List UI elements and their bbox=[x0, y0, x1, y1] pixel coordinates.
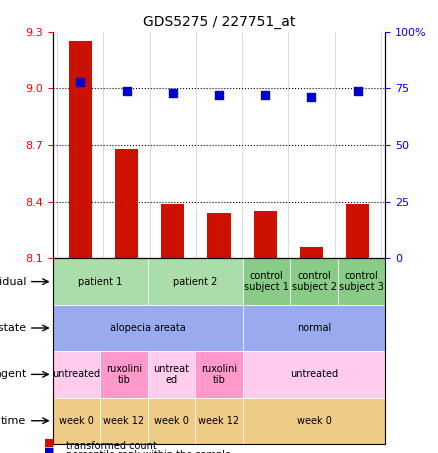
FancyBboxPatch shape bbox=[148, 351, 195, 398]
Text: normal: normal bbox=[297, 323, 331, 333]
Text: agent: agent bbox=[0, 369, 26, 379]
FancyBboxPatch shape bbox=[53, 398, 100, 444]
Bar bbox=[254, 211, 277, 258]
Text: individual: individual bbox=[0, 277, 26, 287]
Point bbox=[169, 89, 176, 96]
Text: untreated: untreated bbox=[290, 369, 338, 379]
Text: ruxolini
tib: ruxolini tib bbox=[106, 364, 142, 385]
Text: patient 2: patient 2 bbox=[173, 277, 217, 287]
Text: week 12: week 12 bbox=[103, 416, 145, 426]
FancyBboxPatch shape bbox=[53, 258, 148, 305]
Text: week 12: week 12 bbox=[198, 416, 240, 426]
FancyBboxPatch shape bbox=[100, 351, 148, 398]
FancyBboxPatch shape bbox=[243, 351, 385, 398]
Point bbox=[354, 87, 361, 94]
FancyBboxPatch shape bbox=[100, 398, 148, 444]
Point bbox=[308, 94, 315, 101]
Bar bbox=[115, 149, 138, 258]
Bar bbox=[208, 213, 230, 258]
Title: GDS5275 / 227751_at: GDS5275 / 227751_at bbox=[143, 15, 295, 29]
Text: percentile rank within the sample: percentile rank within the sample bbox=[66, 450, 231, 453]
FancyBboxPatch shape bbox=[148, 398, 195, 444]
Text: transformed count: transformed count bbox=[66, 441, 156, 451]
Bar bbox=[346, 204, 369, 258]
Point bbox=[77, 78, 84, 85]
FancyBboxPatch shape bbox=[53, 305, 243, 351]
FancyBboxPatch shape bbox=[290, 258, 338, 305]
FancyBboxPatch shape bbox=[243, 258, 290, 305]
Text: control
subject 3: control subject 3 bbox=[339, 271, 384, 293]
Text: week 0: week 0 bbox=[59, 416, 94, 426]
Text: untreat
ed: untreat ed bbox=[153, 364, 190, 385]
Text: ■: ■ bbox=[44, 438, 54, 448]
Text: untreated: untreated bbox=[52, 369, 100, 379]
Point bbox=[123, 87, 130, 94]
Text: time: time bbox=[1, 416, 26, 426]
Text: week 0: week 0 bbox=[297, 416, 332, 426]
Text: patient 1: patient 1 bbox=[78, 277, 122, 287]
Bar bbox=[161, 204, 184, 258]
FancyBboxPatch shape bbox=[148, 258, 243, 305]
Text: control
subject 2: control subject 2 bbox=[292, 271, 337, 293]
Text: week 0: week 0 bbox=[154, 416, 189, 426]
FancyBboxPatch shape bbox=[195, 351, 243, 398]
FancyBboxPatch shape bbox=[243, 305, 385, 351]
FancyBboxPatch shape bbox=[338, 258, 385, 305]
Point bbox=[215, 92, 223, 99]
Point bbox=[262, 92, 269, 99]
Text: disease state: disease state bbox=[0, 323, 26, 333]
Bar bbox=[300, 247, 323, 258]
Text: alopecia areata: alopecia areata bbox=[110, 323, 186, 333]
Bar bbox=[69, 41, 92, 258]
FancyBboxPatch shape bbox=[243, 398, 385, 444]
FancyBboxPatch shape bbox=[195, 398, 243, 444]
FancyBboxPatch shape bbox=[53, 351, 100, 398]
Text: control
subject 1: control subject 1 bbox=[244, 271, 289, 293]
Text: ■: ■ bbox=[44, 447, 54, 453]
Text: ruxolini
tib: ruxolini tib bbox=[201, 364, 237, 385]
